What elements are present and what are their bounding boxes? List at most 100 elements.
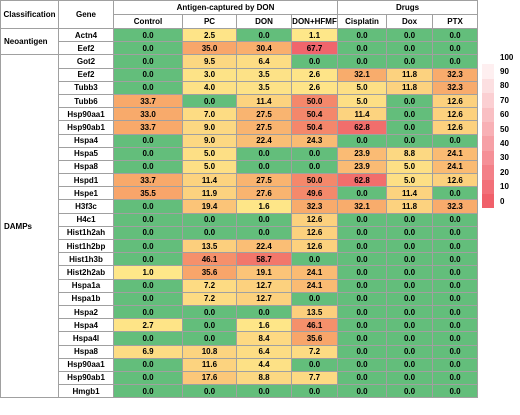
value-cell: 0.0 bbox=[337, 384, 388, 399]
heatmap-table: Classification Gene Antigen-captured by DO… bbox=[0, 0, 479, 399]
gene-cell: Hspa4l bbox=[58, 331, 114, 346]
legend-row: 10 bbox=[482, 179, 518, 194]
value-cell: 0.0 bbox=[337, 265, 388, 280]
value-cell: 0.0 bbox=[113, 331, 183, 346]
value-cell: 0.0 bbox=[113, 199, 183, 214]
gene-cell: Actn4 bbox=[58, 27, 114, 43]
value-cell: 23.9 bbox=[337, 146, 388, 161]
value-cell: 0.0 bbox=[386, 238, 434, 254]
value-cell: 0.0 bbox=[337, 238, 388, 254]
value-cell: 33.0 bbox=[113, 107, 183, 122]
value-cell: 0.0 bbox=[386, 331, 434, 346]
value-cell: 0.0 bbox=[432, 27, 479, 43]
legend-label: 60 bbox=[500, 110, 509, 120]
classification-cell: DAMPs bbox=[0, 54, 59, 399]
value-cell: 0.0 bbox=[386, 54, 434, 69]
value-cell: 0.0 bbox=[386, 265, 434, 280]
value-cell: 27.5 bbox=[236, 107, 292, 122]
value-cell: 0.0 bbox=[432, 265, 479, 280]
data-row: Eef2 0.0 35.0 30.4 67.7 0.0 0.0 0.0 bbox=[1, 41, 479, 56]
value-cell: 7.0 bbox=[182, 107, 237, 122]
data-row: Hsp90ab1 33.7 9.0 27.5 50.4 62.8 0.0 12.6 bbox=[1, 120, 479, 135]
column-header: Cisplatin bbox=[337, 14, 388, 29]
legend-row: 60 bbox=[482, 107, 518, 122]
value-cell: 0.0 bbox=[386, 107, 434, 122]
value-cell: 0.0 bbox=[337, 331, 388, 346]
value-cell: 32.1 bbox=[337, 199, 388, 214]
gene-cell: Eef2 bbox=[58, 67, 114, 82]
value-cell: 0.0 bbox=[432, 370, 479, 386]
value-cell: 6.4 bbox=[236, 54, 292, 69]
value-cell: 0.0 bbox=[113, 304, 183, 320]
data-row: Hspd1 33.7 11.4 27.5 50.0 62.8 5.0 12.6 bbox=[1, 173, 479, 188]
data-row: Hspa4 0.0 9.0 22.4 24.3 0.0 0.0 0.0 bbox=[1, 133, 479, 148]
group-header: Drugs bbox=[337, 0, 479, 15]
value-cell: 11.4 bbox=[182, 173, 237, 188]
value-cell: 0.0 bbox=[386, 318, 434, 333]
value-cell: 0.0 bbox=[386, 120, 434, 135]
data-row: Hist1h2bp 0.0 13.5 22.4 12.6 0.0 0.0 0.0 bbox=[1, 238, 479, 254]
value-cell: 11.4 bbox=[236, 93, 292, 109]
value-cell: 0.0 bbox=[290, 291, 339, 306]
value-cell: 11.6 bbox=[182, 357, 237, 372]
value-cell: 35.0 bbox=[182, 41, 237, 56]
value-cell: 0.0 bbox=[337, 133, 388, 148]
value-cell: 19.1 bbox=[236, 265, 292, 280]
value-cell: 0.0 bbox=[182, 331, 237, 346]
value-cell: 0.0 bbox=[432, 278, 479, 293]
value-cell: 4.4 bbox=[236, 357, 292, 372]
value-cell: 0.0 bbox=[386, 133, 434, 148]
value-cell: 0.0 bbox=[386, 278, 434, 293]
value-cell: 46.1 bbox=[182, 252, 237, 267]
value-cell: 7.2 bbox=[182, 291, 237, 306]
value-cell: 12.6 bbox=[290, 212, 339, 227]
legend-row: 0 bbox=[482, 193, 518, 209]
value-cell: 7.2 bbox=[182, 278, 237, 293]
legend-swatch bbox=[482, 150, 494, 166]
value-cell: 0.0 bbox=[337, 27, 388, 43]
value-cell: 23.9 bbox=[337, 159, 388, 175]
legend-swatch bbox=[482, 165, 494, 180]
value-cell: 0.0 bbox=[337, 344, 388, 359]
value-cell: 22.4 bbox=[236, 238, 292, 254]
column-header: PC bbox=[182, 14, 237, 29]
data-row: DAMPs Got2 0.0 9.5 6.4 0.0 0.0 0.0 0.0 bbox=[0, 54, 479, 399]
value-cell: 3.5 bbox=[236, 80, 292, 95]
data-row: H4c1 0.0 0.0 0.0 12.6 0.0 0.0 0.0 bbox=[1, 212, 479, 227]
value-cell: 0.0 bbox=[432, 225, 479, 241]
value-cell: 0.0 bbox=[113, 54, 183, 69]
value-cell: 0.0 bbox=[386, 27, 434, 43]
value-cell: 46.1 bbox=[290, 318, 339, 333]
value-cell: 0.0 bbox=[113, 67, 183, 82]
gene-cell: Hmgb1 bbox=[58, 384, 114, 399]
value-cell: 0.0 bbox=[113, 41, 183, 56]
value-cell: 0.0 bbox=[432, 291, 479, 306]
value-cell: 7.2 bbox=[290, 344, 339, 359]
value-cell: 0.0 bbox=[386, 41, 434, 56]
legend-row: 50 bbox=[482, 121, 518, 137]
value-cell: 9.0 bbox=[182, 133, 237, 148]
gene-cell: Hspa2 bbox=[58, 304, 114, 320]
value-cell: 12.7 bbox=[236, 291, 292, 306]
value-cell: 24.3 bbox=[290, 133, 339, 148]
legend-row: 90 bbox=[482, 64, 518, 79]
legend-swatch bbox=[482, 50, 494, 65]
value-cell: 1.0 bbox=[113, 265, 183, 280]
value-cell: 0.0 bbox=[432, 304, 479, 320]
column-header: Gene bbox=[58, 0, 114, 29]
data-row: Hspa4l 0.0 0.0 8.4 35.6 0.0 0.0 0.0 bbox=[1, 331, 479, 346]
gene-cell: Hspa4 bbox=[58, 133, 114, 148]
legend-swatch bbox=[482, 179, 494, 194]
value-cell: 0.0 bbox=[236, 212, 292, 227]
legend-swatch bbox=[482, 193, 494, 209]
value-cell: 0.0 bbox=[236, 225, 292, 241]
value-cell: 0.0 bbox=[386, 225, 434, 241]
legend-row: 100 bbox=[482, 50, 518, 65]
value-cell: 0.0 bbox=[432, 212, 479, 227]
value-cell: 12.6 bbox=[290, 238, 339, 254]
gene-cell: Hsp90ab1 bbox=[58, 120, 114, 135]
value-cell: 0.0 bbox=[386, 344, 434, 359]
value-cell: 0.0 bbox=[386, 252, 434, 267]
gene-cell: Hspa1b bbox=[58, 291, 114, 306]
